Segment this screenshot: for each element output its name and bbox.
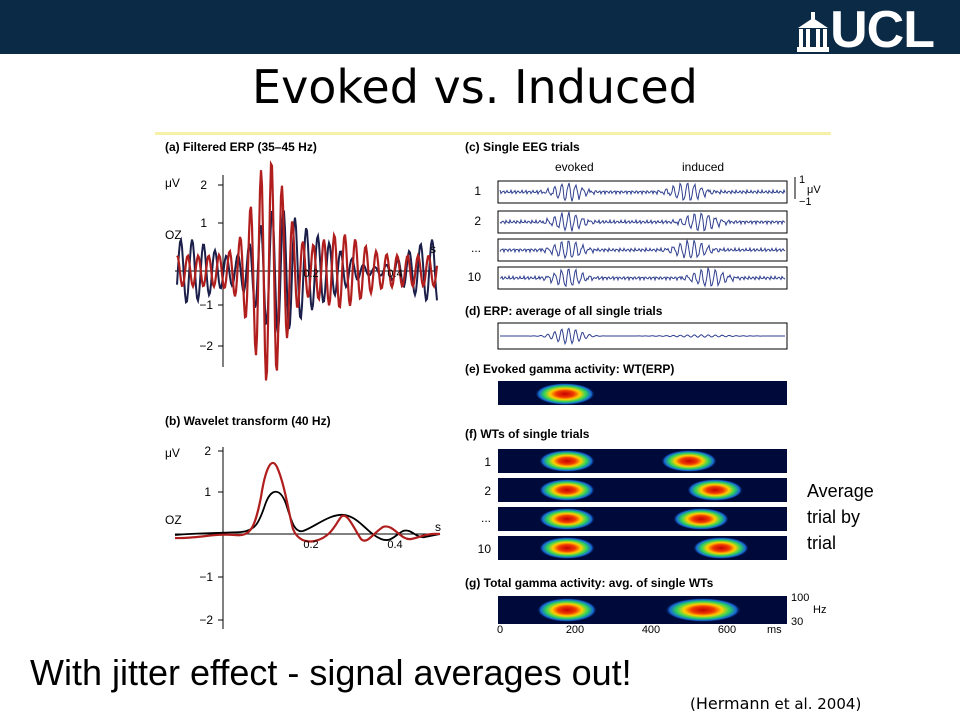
wt-row (498, 478, 787, 502)
label-induced: induced (682, 160, 724, 174)
eeg-trial-trace (499, 267, 786, 288)
panel-f-title: (f) WTs of single trials (465, 427, 590, 441)
citation: (Hermann et al. 2004) (690, 694, 862, 713)
panel-b: (b) Wavelet transform (40 Hz) μV OZ 2 1 … (165, 414, 441, 629)
caption: With jitter effect - signal averages out… (30, 652, 632, 693)
panel-e: (e) Evoked gamma activity: WT(ERP) (465, 362, 787, 405)
side-note: Average trial by trial (807, 478, 907, 556)
panel-g-xtick: 200 (566, 624, 584, 635)
scale-top: 1 (799, 174, 805, 186)
wt-row-label: ... (481, 511, 491, 525)
wt-row (498, 449, 787, 473)
panel-a-ytick: 1 (200, 216, 207, 230)
panel-b-xunit: s (435, 520, 441, 534)
panel-b-unit: μV (165, 446, 180, 460)
trial-label: 2 (474, 214, 481, 228)
panel-b-ytick: −2 (199, 613, 213, 627)
trial-label: 10 (468, 270, 482, 284)
panel-b-ytick: −1 (199, 570, 213, 584)
scale-unit: μV (807, 184, 821, 196)
citation-rest: et al. 2004 (774, 695, 856, 713)
panel-g-xtick: 400 (642, 624, 660, 635)
panel-a-induced-trace (176, 159, 439, 381)
trial-label: 1 (474, 184, 481, 198)
panel-b-induced-trace (174, 461, 441, 543)
freq-top: 100 (791, 592, 809, 604)
note-line: trial (807, 533, 837, 553)
panel-a-xtick: 0.2 (303, 268, 318, 280)
panel-b-ytick: 1 (204, 485, 211, 499)
scale-bottom: −1 (799, 196, 812, 208)
panel-b-xtick: 0.2 (303, 539, 318, 551)
panel-a-channel: OZ (165, 228, 182, 242)
panel-e-title: (e) Evoked gamma activity: WT(ERP) (465, 362, 674, 376)
panel-b-xtick: 0.4 (387, 539, 402, 551)
eeg-trial-trace (499, 239, 786, 260)
note-line: Average (807, 481, 874, 501)
wt-row-label: 10 (478, 542, 492, 556)
panel-a-unit: μV (165, 176, 180, 190)
panel-g-title: (g) Total gamma activity: avg. of single… (465, 576, 714, 590)
panel-b-channel: OZ (165, 513, 182, 527)
portico-icon (797, 12, 830, 52)
panel-a: (a) Filtered ERP (35–45 Hz) μV OZ 2 1 −1… (165, 140, 439, 381)
panel-d: (d) ERP: average of all single trials (465, 304, 788, 350)
panel-g: (g) Total gamma activity: avg. of single… (465, 576, 826, 635)
panel-f: (f) WTs of single trials 1 2 ... 10 (465, 427, 787, 560)
freq-unit: Hz (813, 604, 826, 616)
wt-row-label: 2 (484, 484, 491, 498)
logo-text: UCL (830, 1, 935, 59)
wt-row-label: 1 (484, 455, 491, 469)
panel-g-xunit: ms (767, 624, 782, 635)
panel-b-ytick: 2 (204, 444, 211, 458)
label-evoked: evoked (555, 160, 594, 174)
panel-a-xtick: 0.4 (387, 268, 402, 280)
freq-bottom: 30 (791, 616, 803, 628)
panel-a-title: (a) Filtered ERP (35–45 Hz) (165, 140, 317, 154)
slide-title: Evoked vs. Induced (252, 60, 698, 114)
panel-a-ytick: 2 (200, 178, 207, 192)
note-line: trial by (807, 507, 861, 527)
erp-average-trace (500, 327, 785, 346)
citation-author: Hermann (695, 694, 770, 713)
panel-c-title: (c) Single EEG trials (465, 140, 580, 154)
eeg-trial-trace (499, 211, 786, 232)
panel-g-xtick: 600 (718, 624, 736, 635)
figure: (a) Filtered ERP (35–45 Hz) μV OZ 2 1 −1… (165, 140, 826, 635)
panel-d-title: (d) ERP: average of all single trials (465, 304, 663, 318)
wt-row (498, 536, 787, 560)
panel-a-xunit: s (430, 242, 436, 256)
divider (155, 132, 831, 135)
panel-a-ytick: −1 (199, 298, 213, 312)
panel-b-evoked-trace (174, 490, 441, 541)
panel-g-xtick: 0 (497, 624, 503, 635)
panel-c: (c) Single EEG trials evoked induced 1 2… (465, 140, 821, 290)
eeg-trial-trace (499, 182, 786, 202)
ucl-logo: UCL (796, 1, 935, 59)
panel-b-title: (b) Wavelet transform (40 Hz) (165, 414, 331, 428)
panel-a-ytick: −2 (199, 339, 213, 353)
wt-row (498, 507, 787, 531)
trial-label: ... (471, 241, 481, 255)
